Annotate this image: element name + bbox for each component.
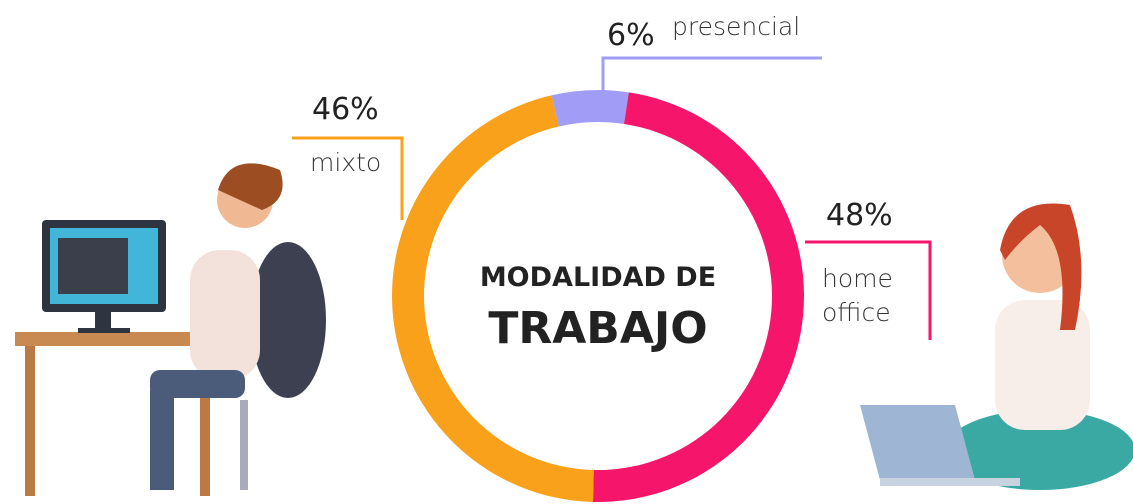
value-label: 46% [312, 92, 379, 127]
category-label: mixto [310, 148, 382, 177]
category-label: presencial [672, 12, 801, 41]
slice [392, 95, 594, 502]
value-label: 6% [607, 18, 655, 53]
leader-line [292, 136, 404, 220]
chart-title: TRABAJO [488, 303, 708, 354]
chart-title: MODALIDAD DE [479, 262, 717, 293]
value-label: 48% [826, 198, 893, 233]
leader-line [601, 56, 822, 95]
category-label: home office [822, 264, 893, 327]
illustration-man [15, 163, 326, 496]
leader-line [805, 240, 932, 340]
illustration-woman [860, 203, 1133, 490]
slice [592, 92, 805, 502]
slice [551, 90, 629, 127]
